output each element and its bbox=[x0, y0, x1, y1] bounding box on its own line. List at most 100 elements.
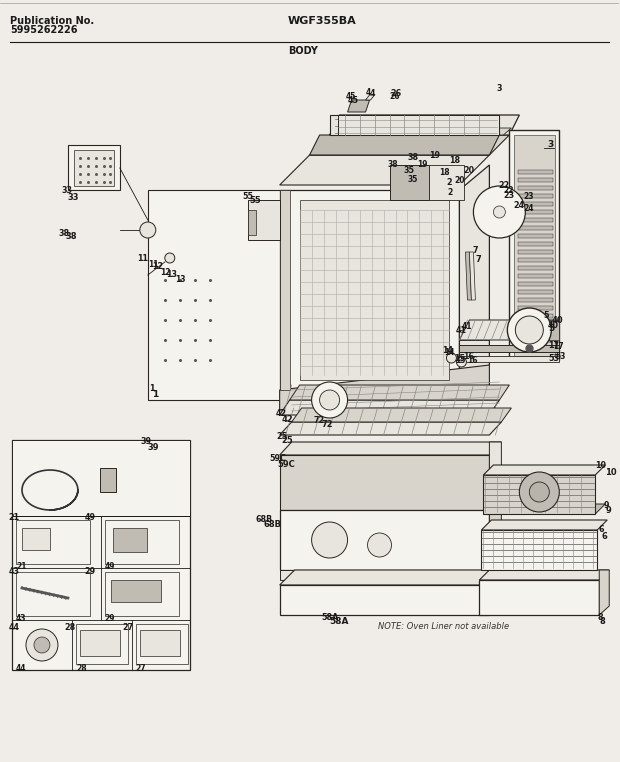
Polygon shape bbox=[459, 320, 559, 340]
Polygon shape bbox=[280, 400, 499, 415]
Polygon shape bbox=[484, 465, 605, 475]
Text: 21: 21 bbox=[9, 513, 20, 521]
Text: 19: 19 bbox=[417, 160, 428, 169]
Polygon shape bbox=[518, 306, 553, 310]
Polygon shape bbox=[22, 528, 50, 550]
Text: 58A: 58A bbox=[330, 617, 349, 626]
Bar bbox=[12, 440, 190, 670]
Polygon shape bbox=[280, 455, 489, 510]
Text: 23: 23 bbox=[504, 190, 515, 200]
Text: 72: 72 bbox=[313, 415, 324, 424]
Text: 22: 22 bbox=[503, 186, 514, 195]
Text: 39: 39 bbox=[140, 437, 151, 446]
Polygon shape bbox=[247, 200, 280, 240]
Text: 38: 38 bbox=[58, 229, 69, 238]
Bar bbox=[76, 624, 128, 664]
Text: eReplacementParts.com: eReplacementParts.com bbox=[237, 372, 382, 385]
Text: 7: 7 bbox=[476, 255, 481, 264]
Text: 39: 39 bbox=[148, 443, 159, 452]
Polygon shape bbox=[459, 330, 489, 340]
Circle shape bbox=[456, 357, 466, 367]
Text: 19: 19 bbox=[429, 151, 440, 159]
Text: 15: 15 bbox=[456, 356, 466, 365]
Circle shape bbox=[312, 382, 348, 418]
Polygon shape bbox=[518, 290, 553, 294]
Text: 9: 9 bbox=[603, 501, 609, 510]
Polygon shape bbox=[459, 165, 489, 390]
Text: 20: 20 bbox=[454, 176, 465, 185]
Circle shape bbox=[312, 522, 348, 558]
Circle shape bbox=[529, 482, 549, 502]
Text: 26: 26 bbox=[390, 88, 401, 98]
Text: 16: 16 bbox=[463, 351, 474, 360]
Text: 21: 21 bbox=[16, 562, 27, 571]
Text: 7: 7 bbox=[472, 245, 478, 255]
Text: 17: 17 bbox=[548, 341, 559, 350]
Polygon shape bbox=[466, 252, 471, 300]
Polygon shape bbox=[340, 128, 512, 135]
Polygon shape bbox=[489, 496, 502, 570]
Text: 14: 14 bbox=[442, 345, 453, 354]
Polygon shape bbox=[348, 100, 370, 112]
Polygon shape bbox=[280, 570, 510, 585]
Polygon shape bbox=[518, 250, 553, 254]
Text: Publication No.: Publication No. bbox=[10, 16, 94, 26]
Polygon shape bbox=[489, 570, 510, 615]
Text: 13: 13 bbox=[175, 275, 185, 284]
Bar bbox=[105, 520, 179, 564]
Text: 38: 38 bbox=[66, 232, 78, 241]
Polygon shape bbox=[518, 226, 553, 230]
Text: 6: 6 bbox=[601, 532, 607, 541]
Text: 24: 24 bbox=[514, 200, 525, 210]
Circle shape bbox=[507, 308, 551, 352]
Text: 28: 28 bbox=[64, 623, 76, 632]
Polygon shape bbox=[280, 365, 489, 410]
Polygon shape bbox=[309, 135, 499, 155]
Circle shape bbox=[34, 637, 50, 653]
Circle shape bbox=[474, 186, 525, 238]
Polygon shape bbox=[80, 630, 120, 656]
Text: 3: 3 bbox=[497, 84, 502, 92]
Polygon shape bbox=[280, 570, 489, 580]
Polygon shape bbox=[280, 442, 502, 455]
Text: 55: 55 bbox=[242, 191, 253, 200]
Circle shape bbox=[515, 316, 543, 344]
Polygon shape bbox=[481, 520, 607, 530]
Text: 72: 72 bbox=[322, 420, 333, 429]
Text: 59C: 59C bbox=[278, 460, 295, 469]
Bar bbox=[16, 572, 90, 616]
Text: 58A: 58A bbox=[321, 613, 339, 622]
Text: 38: 38 bbox=[388, 160, 398, 169]
Text: 45: 45 bbox=[345, 92, 356, 101]
Circle shape bbox=[520, 472, 559, 512]
Polygon shape bbox=[518, 338, 553, 342]
Text: 1: 1 bbox=[149, 383, 154, 392]
Polygon shape bbox=[518, 210, 553, 214]
Polygon shape bbox=[459, 356, 559, 362]
Polygon shape bbox=[479, 570, 609, 580]
Text: 2: 2 bbox=[446, 178, 452, 187]
Polygon shape bbox=[518, 194, 553, 198]
Text: 12: 12 bbox=[153, 261, 163, 271]
Text: 55: 55 bbox=[250, 196, 262, 205]
Text: 17: 17 bbox=[553, 342, 564, 351]
Text: 44: 44 bbox=[16, 664, 27, 673]
Polygon shape bbox=[309, 135, 510, 155]
Text: 18: 18 bbox=[440, 168, 450, 177]
Text: 43: 43 bbox=[16, 614, 27, 623]
Text: 24: 24 bbox=[523, 204, 534, 213]
Polygon shape bbox=[68, 145, 120, 190]
Polygon shape bbox=[140, 630, 180, 656]
Text: 8: 8 bbox=[600, 617, 605, 626]
Circle shape bbox=[26, 629, 58, 661]
Circle shape bbox=[319, 390, 340, 410]
Text: 42: 42 bbox=[276, 408, 287, 418]
Text: BODY: BODY bbox=[288, 46, 317, 56]
Text: 40: 40 bbox=[548, 321, 559, 329]
Circle shape bbox=[368, 533, 391, 557]
Text: 33: 33 bbox=[68, 193, 79, 202]
Text: 1: 1 bbox=[152, 390, 158, 399]
Text: 10: 10 bbox=[595, 460, 606, 469]
Text: NOTE: Oven Liner not available: NOTE: Oven Liner not available bbox=[378, 622, 508, 631]
Bar bbox=[16, 520, 90, 564]
